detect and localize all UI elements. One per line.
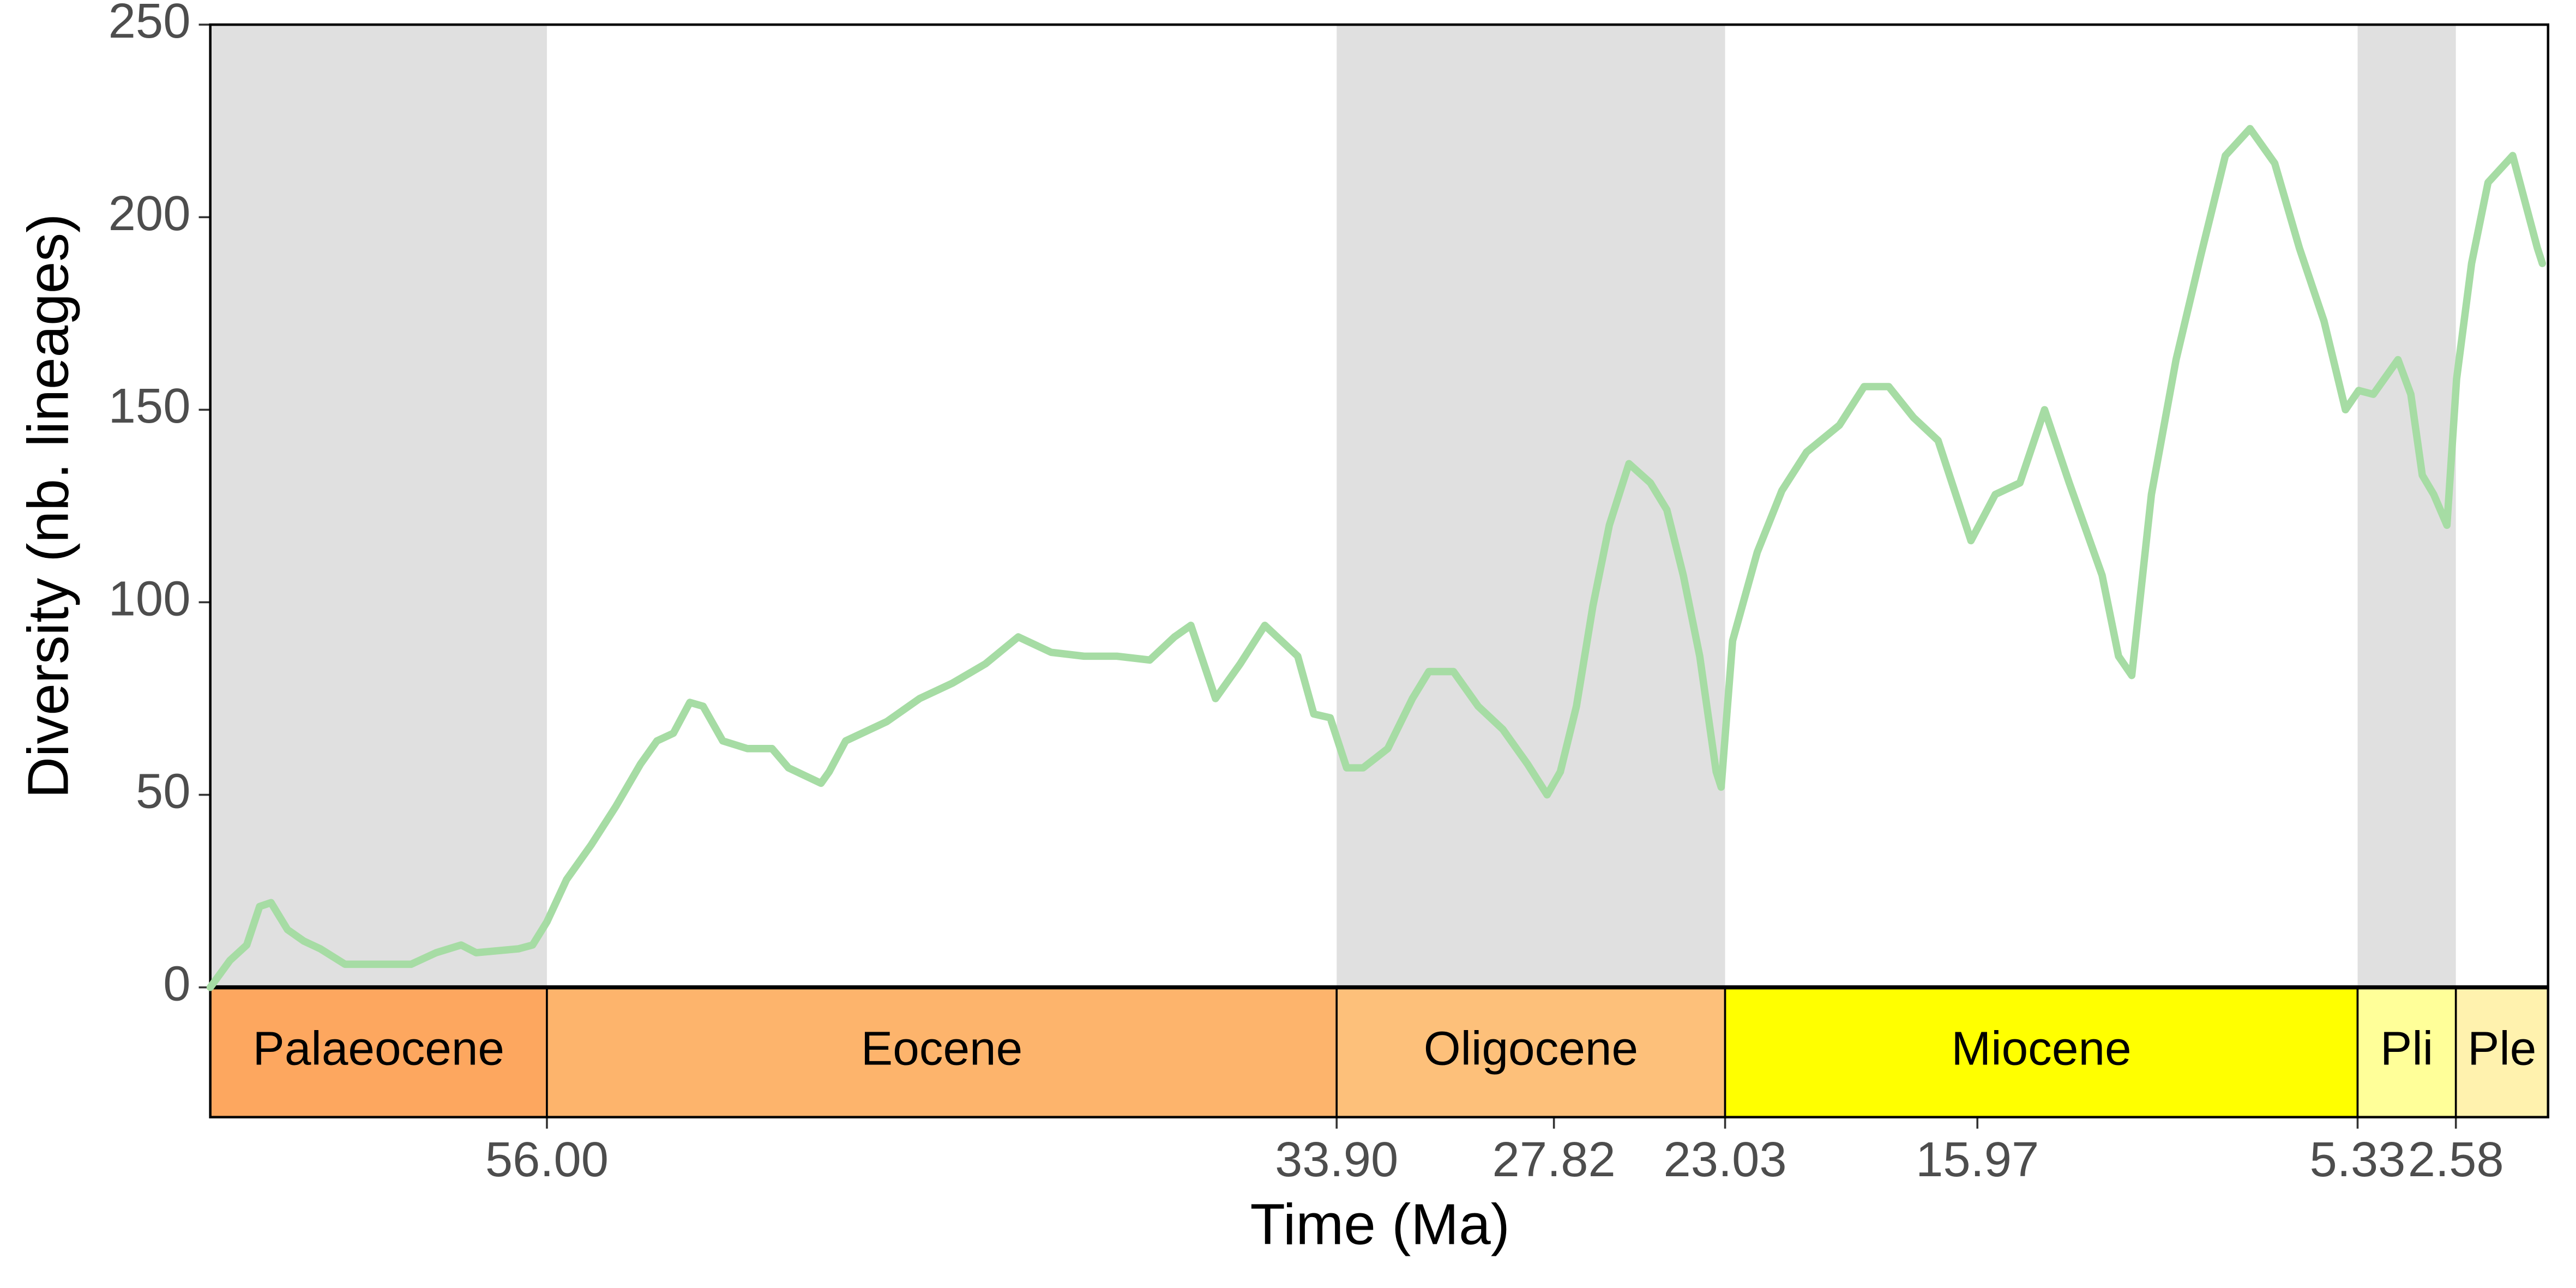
epoch-label: Palaeocene bbox=[253, 1022, 504, 1075]
x-tick-label: 56.00 bbox=[485, 1132, 609, 1187]
epoch-shade bbox=[210, 25, 547, 988]
y-tick-label: 0 bbox=[163, 956, 190, 1012]
y-tick-label: 150 bbox=[109, 378, 191, 434]
epoch-box bbox=[210, 986, 548, 1117]
x-tick-label: 33.90 bbox=[1275, 1132, 1398, 1187]
bands bbox=[210, 25, 2548, 1117]
epoch-box bbox=[2454, 986, 2548, 1117]
y-axis-title: Diversity (nb. lineages) bbox=[16, 214, 80, 798]
epoch-label: Ple bbox=[2467, 1022, 2536, 1075]
x-tick-label: 23.03 bbox=[1663, 1132, 1786, 1187]
y-tick-label: 200 bbox=[109, 186, 191, 241]
x-tick-label: 15.97 bbox=[1916, 1132, 2039, 1187]
y-tick-label: 50 bbox=[136, 763, 191, 818]
epoch-box bbox=[2356, 986, 2457, 1117]
plot-frame bbox=[209, 23, 2550, 1118]
plot: Palaeocene Eocene Oligocene Miocene Pli Ple 0 5… bbox=[109, 0, 2550, 1187]
epoch-label: Oligocene bbox=[1424, 1022, 1638, 1075]
x-axis-title: Time (Ma) bbox=[1250, 1193, 1510, 1256]
epoch-label: Eocene bbox=[861, 1022, 1022, 1075]
x-tick-label: 2.58 bbox=[2408, 1132, 2504, 1187]
y-tick-label: 250 bbox=[109, 0, 191, 49]
x-tick-label: 27.82 bbox=[1492, 1132, 1616, 1187]
diversity-line bbox=[206, 125, 2547, 991]
x-tick-label: 5.33 bbox=[2310, 1132, 2406, 1187]
y-tick-label: 100 bbox=[109, 571, 191, 626]
epoch-label: Pli bbox=[2380, 1022, 2433, 1075]
epoch-label: Miocene bbox=[1951, 1022, 2131, 1075]
